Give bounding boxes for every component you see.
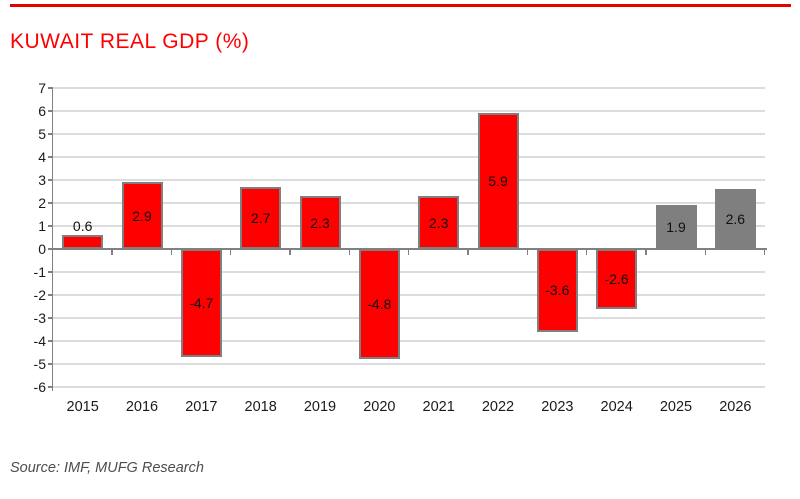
gridline [53, 202, 765, 204]
y-axis-tick [48, 386, 53, 388]
y-tick-label: 5 [38, 126, 46, 142]
zero-axis-line [53, 248, 767, 250]
y-tick-label: -5 [33, 356, 46, 372]
x-axis-tick [586, 250, 588, 255]
gridline [53, 133, 765, 135]
bar-value-label: 2.3 [428, 214, 449, 231]
bar [240, 186, 282, 249]
gridline [53, 156, 765, 158]
bar [477, 113, 519, 249]
y-tick-label: -6 [33, 379, 46, 395]
gridline [53, 386, 765, 388]
y-axis-tick [48, 156, 53, 158]
gridline [53, 294, 765, 296]
x-axis-tick [408, 250, 410, 255]
x-axis-tick [348, 250, 351, 255]
y-tick-label: 3 [38, 172, 46, 188]
gridline [53, 317, 765, 319]
source-note: Source: IMF, MUFG Research [10, 460, 204, 476]
x-axis-year-label: 2023 [541, 399, 574, 415]
x-axis-year-label: 2025 [659, 399, 693, 415]
y-tick-label: 6 [38, 103, 46, 119]
gridline [53, 271, 765, 273]
y-axis-tick [48, 271, 53, 273]
x-axis-tick [111, 250, 113, 255]
bar [655, 205, 697, 249]
bar [299, 196, 341, 249]
x-axis-year-label: 2018 [244, 399, 277, 415]
bar-value-label: 2.9 [132, 207, 152, 224]
bar-value-label: 5.9 [488, 173, 508, 190]
bar-value-label: -4.8 [367, 296, 392, 313]
x-axis-year-label: 2021 [422, 399, 455, 415]
bar-value-label: 0.6 [72, 218, 93, 235]
x-axis-year-label: 2017 [185, 399, 218, 415]
x-axis-tick [645, 250, 647, 255]
y-axis-tick [48, 110, 53, 112]
y-axis-tick [48, 202, 53, 204]
y-axis-tick [48, 294, 53, 296]
y-axis-tick [48, 340, 53, 342]
bar-value-label: 2.6 [725, 211, 746, 228]
y-tick-label: 1 [38, 218, 46, 234]
gridline [53, 340, 765, 342]
x-axis-year-label: 2020 [363, 399, 396, 415]
x-axis-year-label: 2024 [600, 399, 633, 415]
gridline [53, 225, 765, 227]
gridline [53, 110, 765, 112]
x-axis-tick [764, 250, 766, 255]
top-accent-rule [10, 4, 791, 7]
x-axis-year-label: 2019 [303, 399, 337, 415]
bar [536, 249, 578, 332]
gridline [53, 87, 765, 89]
x-axis-year-label: 2026 [719, 399, 752, 415]
x-axis-tick [704, 250, 707, 255]
y-axis-tick [48, 363, 53, 365]
y-axis-tick [48, 179, 53, 181]
x-axis-tick [170, 250, 173, 255]
bar [62, 235, 104, 249]
bar [358, 249, 400, 360]
y-axis-tick [48, 87, 53, 89]
y-axis-tick [48, 133, 53, 135]
y-tick-label: 4 [38, 149, 46, 165]
y-tick-label: 0 [38, 241, 46, 257]
bar-value-label: -3.6 [545, 282, 570, 299]
x-axis-year-label: 2016 [125, 399, 159, 415]
bar [418, 196, 460, 249]
x-axis-tick [289, 250, 291, 255]
y-tick-label: -1 [33, 264, 46, 280]
y-tick-label: -3 [33, 310, 46, 326]
x-axis-tick [467, 250, 469, 255]
gridline [53, 363, 765, 365]
bar-value-label: 2.7 [250, 209, 271, 226]
plot-area: 0.6 2.9 -4.7 2.7 2.3 -4.8 2.3 5.9 -3.6 -2.6 1.9 2.6 [51, 87, 767, 391]
page-title: KUWAIT REAL GDP (%) [10, 30, 250, 53]
y-axis-tick [48, 225, 53, 227]
y-tick-label: -4 [33, 333, 46, 349]
bar [121, 182, 163, 249]
gridline [53, 179, 765, 181]
y-tick-label: -2 [33, 287, 46, 303]
bar [714, 189, 756, 249]
x-axis-tick [230, 250, 232, 255]
bar [596, 249, 638, 309]
bar-value-label: 1.9 [666, 219, 686, 236]
bar [180, 249, 222, 358]
x-axis-year-label: 2022 [481, 399, 515, 415]
x-axis-tick [526, 250, 529, 255]
y-axis-line [51, 88, 54, 391]
x-axis-year-label: 2015 [66, 399, 99, 415]
bar-value-label: -4.7 [189, 295, 214, 312]
y-tick-label: 7 [38, 80, 46, 96]
bar-value-label: -2.6 [604, 270, 629, 287]
y-axis-tick [48, 248, 53, 250]
bar-value-label: 2.3 [310, 214, 330, 231]
y-tick-label: 2 [38, 195, 46, 211]
y-axis-tick [48, 317, 53, 319]
